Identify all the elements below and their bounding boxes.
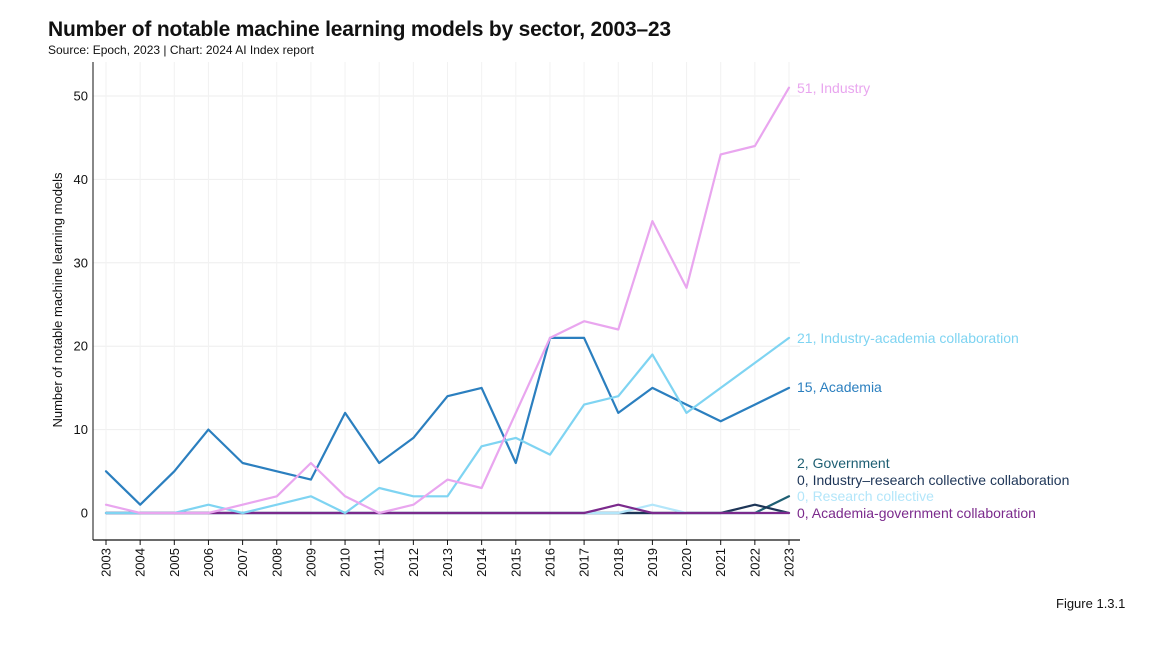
- y-tick-label: 0: [81, 506, 88, 521]
- x-tick-label: 2019: [645, 548, 660, 577]
- end-label-industry: 51, Industry: [797, 80, 870, 96]
- end-label-academia: 15, Academia: [797, 379, 882, 395]
- x-tick-label: 2010: [338, 548, 353, 577]
- x-tick-label: 2007: [235, 548, 250, 577]
- series-line-industry-academia-collaboration: [104, 336, 791, 515]
- y-tick-label: 40: [74, 172, 88, 187]
- x-tick-label: 2003: [99, 548, 114, 577]
- x-tick-label: 2011: [372, 548, 387, 576]
- y-tick-label: 10: [74, 422, 88, 437]
- chart-source: Source: Epoch, 2023 | Chart: 2024 AI Ind…: [48, 43, 314, 57]
- y-tick-label: 50: [74, 89, 88, 104]
- x-tick-label: 2022: [747, 548, 762, 577]
- x-tick-label: 2023: [782, 548, 797, 577]
- x-tick-label: 2005: [167, 548, 182, 577]
- y-tick-label: 30: [74, 255, 88, 270]
- series-end-labels: 51, Industry 21, Industry-academia collab…: [797, 80, 1069, 521]
- x-tick-label: 2006: [201, 548, 216, 577]
- series-line-academia-government-collaboration: [104, 503, 791, 515]
- axes: [92, 62, 800, 545]
- x-tick-label: 2017: [577, 548, 592, 577]
- y-tick-label: 20: [74, 339, 88, 354]
- end-label-industry-academia-collaboration: 21, Industry-academia collaboration: [797, 330, 1019, 346]
- x-tick-label: 2014: [474, 548, 489, 577]
- end-label-government: 2, Government: [797, 455, 890, 471]
- x-tick-label: 2016: [542, 548, 557, 577]
- end-label-research-collective: 0, Research collective: [797, 488, 934, 504]
- x-tick-label: 2015: [508, 548, 523, 577]
- x-tick-label: 2012: [406, 548, 421, 577]
- gridlines: [93, 62, 800, 540]
- chart-title: Number of notable machine learning model…: [48, 18, 671, 41]
- x-tick-label: 2009: [303, 548, 318, 577]
- x-tick-labels: 2003 2004 2005 2006 2007 2008 2009 2010 2011 2012…: [99, 548, 797, 577]
- series-line-academia: [104, 336, 791, 506]
- end-label-academia-government-collaboration: 0, Academia-government collaboration: [797, 505, 1036, 521]
- y-tick-labels: 0 10 20 30 40 50: [74, 89, 88, 521]
- x-tick-label: 2021: [713, 548, 728, 577]
- x-tick-label: 2004: [133, 548, 148, 577]
- x-tick-label: 2013: [440, 548, 455, 577]
- x-tick-label: 2020: [679, 548, 694, 577]
- y-axis-label: Number of notable machine learning model…: [50, 172, 65, 428]
- series-line-industry: [104, 86, 791, 515]
- figure-label: Figure 1.3.1: [1056, 596, 1126, 611]
- series-lines: [104, 86, 791, 515]
- end-label-industry-research-collective-collaboration: 0, Industry–research collective collabor…: [797, 472, 1069, 488]
- x-tick-label: 2008: [269, 548, 284, 577]
- x-tick-label: 2018: [611, 548, 626, 577]
